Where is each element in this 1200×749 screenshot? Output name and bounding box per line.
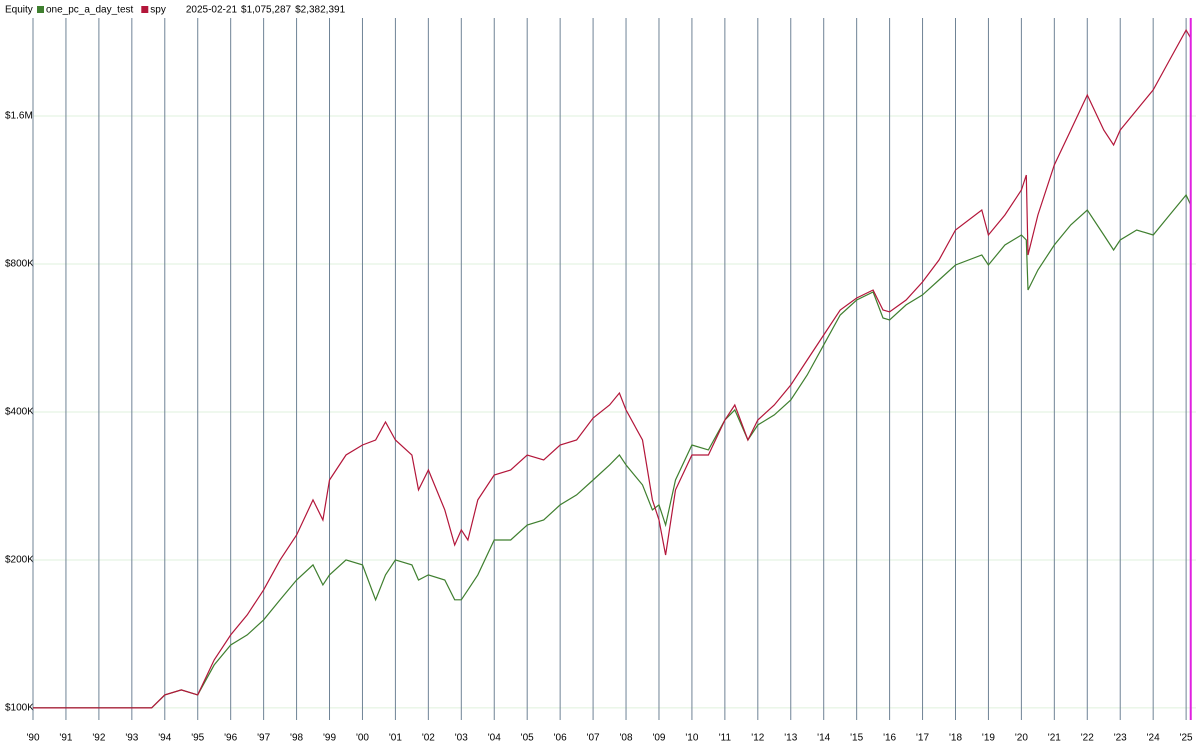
x-tick-label: '95	[191, 733, 204, 744]
x-tick-label: '97	[257, 733, 270, 744]
x-tick-label: '18	[949, 733, 962, 744]
chart-title: Equity	[5, 5, 33, 16]
y-tick-label: $1.6M	[5, 111, 33, 122]
x-tick-label: '08	[620, 733, 633, 744]
x-tick-label: '10	[685, 733, 698, 744]
x-tick-label: '04	[488, 733, 501, 744]
cursor-value: $2,382,391	[295, 5, 345, 16]
x-tick-label: '24	[1147, 733, 1160, 744]
x-tick-label: '20	[1015, 733, 1028, 744]
x-tick-label: '98	[290, 733, 303, 744]
x-tick-label: '05	[521, 733, 534, 744]
x-tick-label: '99	[323, 733, 336, 744]
cursor-value: $1,075,287	[241, 5, 291, 16]
x-tick-label: '91	[59, 733, 72, 744]
legend-label: one_pc_a_day_test	[46, 5, 134, 16]
legend-swatch	[141, 6, 149, 13]
x-tick-label: '17	[916, 733, 929, 744]
y-tick-label: $400K	[5, 407, 34, 418]
x-tick-label: '03	[455, 733, 468, 744]
cursor-date: 2025-02-21	[186, 5, 238, 16]
x-tick-label: '00	[356, 733, 369, 744]
x-tick-label: '02	[422, 733, 435, 744]
x-tick-label: '01	[389, 733, 402, 744]
x-tick-label: '11	[719, 733, 732, 744]
x-tick-label: '12	[751, 733, 764, 744]
x-tick-label: '93	[125, 733, 138, 744]
x-tick-label: '25	[1180, 733, 1193, 744]
x-tick-label: '07	[587, 733, 600, 744]
y-tick-label: $200K	[5, 555, 34, 566]
x-tick-label: '16	[883, 733, 896, 744]
x-tick-label: '90	[26, 733, 39, 744]
legend-swatch	[37, 6, 44, 13]
x-tick-label: '14	[817, 733, 830, 744]
x-tick-label: '09	[652, 733, 665, 744]
x-tick-label: '15	[850, 733, 863, 744]
series-line	[33, 28, 1192, 709]
x-tick-label: '22	[1081, 733, 1094, 744]
legend-label: spy	[150, 5, 166, 16]
x-tick-label: '96	[224, 733, 237, 744]
x-tick-label: '13	[784, 733, 797, 744]
x-tick-label: '23	[1114, 733, 1127, 744]
x-tick-label: '21	[1048, 733, 1061, 744]
x-tick-label: '19	[982, 733, 995, 744]
y-tick-label: $800K	[5, 259, 34, 270]
x-tick-label: '06	[554, 733, 567, 744]
x-tick-label: '92	[92, 733, 105, 744]
y-tick-label: $100K	[5, 703, 34, 714]
series-line	[33, 193, 1192, 709]
x-tick-label: '94	[158, 733, 171, 744]
